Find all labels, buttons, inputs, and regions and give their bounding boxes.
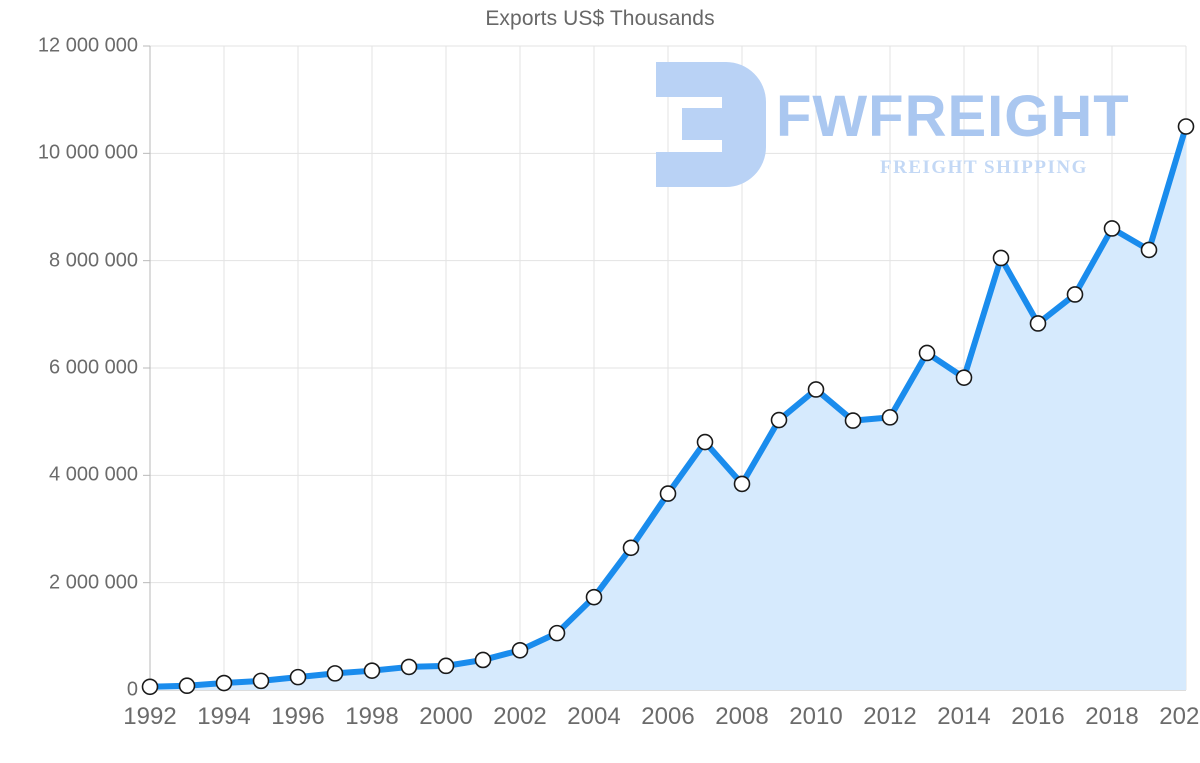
data-point-marker bbox=[1140, 241, 1158, 259]
x-axis-tick-label: 2020 bbox=[1159, 703, 1200, 730]
data-point-marker bbox=[326, 665, 344, 682]
data-point-marker bbox=[511, 641, 529, 659]
y-axis-tick-label: 2 000 000 bbox=[49, 571, 138, 594]
x-axis-tick-label: 1996 bbox=[271, 703, 325, 730]
data-point-marker bbox=[585, 588, 603, 606]
data-point-marker bbox=[252, 672, 270, 690]
data-point-marker bbox=[437, 657, 455, 675]
chart-title: Exports US$ Thousands bbox=[485, 7, 715, 30]
data-point-marker bbox=[1066, 286, 1084, 303]
x-axis-tick-label: 2000 bbox=[419, 703, 473, 730]
x-axis-tick-label: 2018 bbox=[1085, 703, 1139, 730]
data-point-marker bbox=[363, 662, 381, 679]
data-point-marker bbox=[1029, 315, 1047, 332]
data-point-marker bbox=[622, 539, 640, 557]
data-point-marker bbox=[992, 249, 1010, 267]
x-axis-tick-label: 2006 bbox=[641, 703, 695, 730]
area-fill-path bbox=[150, 126, 1186, 690]
data-point-marker bbox=[474, 651, 492, 669]
x-axis-tick-label: 2008 bbox=[715, 703, 769, 730]
y-axis-tick-label: 10 000 000 bbox=[37, 141, 138, 164]
data-point-marker bbox=[548, 624, 566, 642]
x-axis-tick-label: 2002 bbox=[493, 703, 547, 730]
data-point-marker bbox=[844, 412, 862, 429]
data-point-marker bbox=[918, 344, 936, 362]
data-point-marker bbox=[696, 433, 714, 451]
data-point-marker bbox=[400, 658, 418, 676]
x-axis-tick-label: 2016 bbox=[1011, 703, 1065, 730]
area-fill bbox=[150, 126, 1186, 690]
data-point-marker bbox=[881, 409, 899, 426]
y-axis-tick-label: 0 bbox=[126, 678, 138, 701]
data-point-marker bbox=[1103, 220, 1121, 237]
data-point-markers bbox=[141, 118, 1195, 696]
y-axis-tick-label: 12 000 000 bbox=[37, 34, 138, 57]
data-point-marker bbox=[289, 668, 307, 686]
x-axis-tick-label: 2004 bbox=[567, 703, 621, 730]
data-point-marker bbox=[178, 677, 196, 695]
data-point-marker bbox=[1177, 118, 1195, 135]
x-axis-tick-label: 2014 bbox=[937, 703, 991, 730]
data-point-marker bbox=[807, 381, 825, 398]
x-axis-tick-label: 1994 bbox=[197, 703, 251, 730]
data-point-marker bbox=[659, 485, 677, 502]
data-point-marker bbox=[141, 678, 159, 696]
y-axis-tick-label: 6 000 000 bbox=[49, 356, 138, 379]
data-point-marker bbox=[955, 369, 973, 386]
y-axis-tick-label: 8 000 000 bbox=[49, 249, 138, 272]
x-axis-tick-label: 1998 bbox=[345, 703, 399, 730]
x-axis-tick-label: 1992 bbox=[123, 703, 177, 730]
x-axis-tick-label: 2012 bbox=[863, 703, 917, 730]
x-axis-tick-label: 2010 bbox=[789, 703, 843, 730]
data-point-marker bbox=[733, 475, 751, 493]
y-axis-tick-label: 4 000 000 bbox=[49, 463, 138, 486]
data-point-marker bbox=[215, 674, 233, 692]
data-point-marker bbox=[770, 411, 788, 429]
